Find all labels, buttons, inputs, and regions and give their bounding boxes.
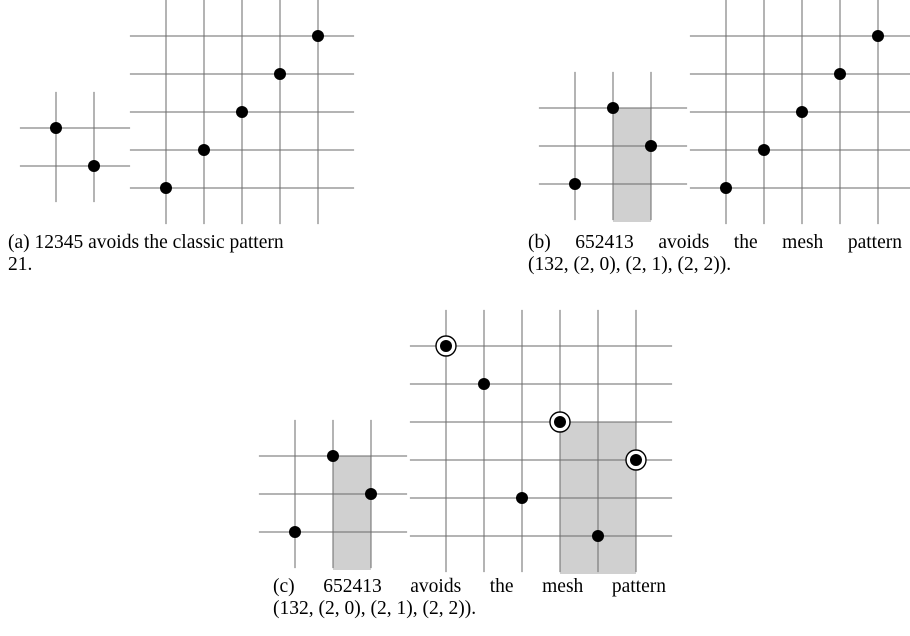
diagram-b-pattern [538,71,688,222]
diagram-a-pattern [19,91,131,203]
shaded-cell [333,494,371,532]
permutation-point [645,140,657,152]
permutation-point [198,144,210,156]
permutation-point [236,106,248,118]
permutation-point [834,68,846,80]
shaded-cell [333,456,371,494]
caption-a-line1: (a) 12345 avoids the classic pattern [8,232,284,253]
permutation-point [720,182,732,194]
permutation-point [88,160,100,172]
caption-b-line2: (132, (2, 0), (2, 1), (2, 2)). [528,254,732,275]
caption-c-line2: (132, (2, 0), (2, 1), (2, 2)). [273,598,477,619]
caption-c: (c) 652413 avoids the mesh pattern (132,… [273,576,666,620]
permutation-point [160,182,172,194]
shaded-cell [560,536,598,574]
permutation-point [796,106,808,118]
permutation-point [50,122,62,134]
permutation-point [327,450,339,462]
caption-a-line2: 21. [8,254,33,275]
permutation-point [569,178,581,190]
permutation-point [365,488,377,500]
shaded-cell [333,532,371,570]
caption-b-line1: (b) 652413 avoids the mesh pattern [528,232,902,253]
permutation-point [516,492,528,504]
permutation-point [758,144,770,156]
permutation-point [630,454,642,466]
permutation-point [554,416,566,428]
shaded-cell [613,146,651,184]
shaded-cell [560,460,598,498]
permutation-point [478,378,490,390]
diagram-a-perm [129,0,355,225]
diagram-c-perm [409,309,673,574]
caption-c-line1: (c) 652413 avoids the mesh pattern [273,576,666,597]
permutation-point [274,68,286,80]
permutation-point [872,30,884,42]
permutation-point [312,30,324,42]
permutation-point [440,340,452,352]
shaded-cell [613,184,651,222]
shaded-cell [560,498,598,536]
permutation-point [592,530,604,542]
shaded-cell [598,498,636,536]
shaded-cell [613,108,651,146]
diagram-c-pattern [258,419,408,570]
shaded-cell [598,536,636,574]
permutation-point [289,526,301,538]
diagram-b-perm [689,0,910,225]
caption-b: (b) 652413 avoids the mesh pattern (132,… [528,232,902,276]
caption-a: (a) 12345 avoids the classic pattern 21. [8,232,318,276]
permutation-point [607,102,619,114]
